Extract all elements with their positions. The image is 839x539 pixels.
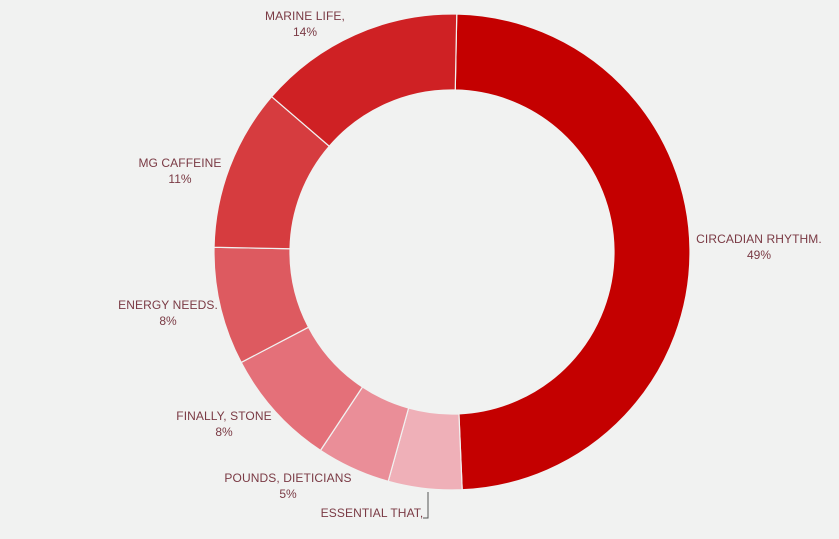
donut-slice-6[interactable]	[270, 13, 458, 148]
slice-label-2: POUNDS, DIETICIANS	[224, 471, 351, 485]
slice-label-0: CIRCADIAN RHYTHM.	[696, 232, 822, 246]
slice-percent-3: 8%	[215, 425, 233, 439]
slice-percent-4: 8%	[159, 314, 177, 328]
label-leader-lines	[423, 492, 429, 519]
slice-percent-5: 11%	[168, 172, 191, 186]
slice-percent-6: 14%	[293, 25, 317, 39]
donut-slices	[213, 13, 691, 491]
donut-slice-0[interactable]	[454, 13, 691, 491]
slice-labels: CIRCADIAN RHYTHM. 49% ESSENTIAL THAT, POUND…	[118, 9, 822, 520]
slice-label-5: MG CAFFEINE	[138, 156, 221, 170]
slice-percent-2: 5%	[279, 487, 297, 501]
slice-label-1: ESSENTIAL THAT,	[321, 506, 424, 520]
leader-line-1	[423, 492, 429, 519]
slice-label-6: MARINE LIFE,	[265, 9, 345, 23]
slice-label-3: FINALLY, STONE	[176, 409, 271, 423]
slice-label-4: ENERGY NEEDS.	[118, 298, 218, 312]
slice-percent-0: 49%	[747, 248, 771, 262]
